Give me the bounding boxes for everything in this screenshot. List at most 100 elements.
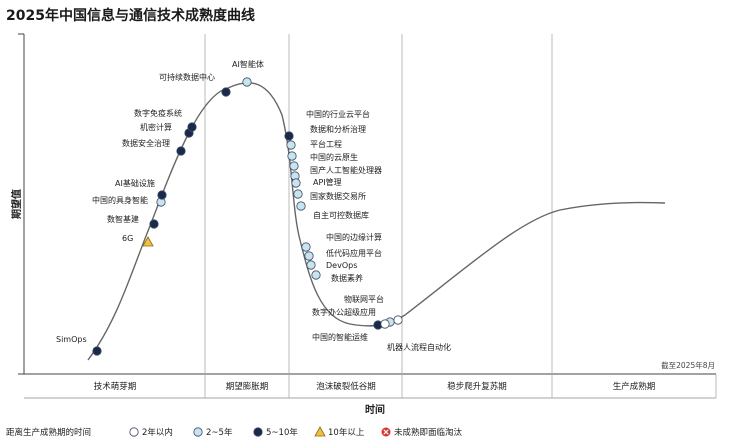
technology-label: 国家数据交易所: [310, 191, 366, 201]
technology-marker: [286, 140, 296, 150]
technology-point: 平台工程: [287, 139, 342, 161]
technology-label: 中国的云原生: [310, 152, 358, 162]
technology-label: 数智基建: [107, 214, 139, 224]
legend-marker: [129, 427, 139, 437]
technology-marker: [301, 242, 311, 252]
legend-marker: [314, 426, 326, 437]
technology-markers: SimOps 6G 数智基建 中国的具身智能 AI基础设施 数据安全治理 机密计算 数字免疫系…: [56, 59, 451, 356]
technology-point: 机器人流程自动化: [380, 319, 451, 352]
technology-label: 数据和分析治理: [310, 124, 366, 134]
phase-label: 生产成熟期: [613, 381, 656, 392]
technology-label: 物联网平台: [344, 294, 384, 304]
legend-title: 距离生产成熟期的时间: [6, 427, 91, 438]
hype-curve: [87, 82, 666, 361]
technology-point: DevOps: [306, 260, 357, 270]
technology-point: 数字免疫系统: [134, 108, 197, 132]
technology-label: 平台工程: [310, 139, 342, 149]
technology-point: 自主可控数据库: [296, 201, 369, 220]
legend-label: 5~10年: [266, 427, 298, 438]
technology-point: 低代码应用平台: [304, 248, 382, 261]
legend-item-obsolete: 未成熟即面临淘汰: [381, 427, 463, 438]
technology-marker: [293, 189, 303, 199]
technology-label: DevOps: [326, 261, 357, 270]
technology-marker: [306, 260, 316, 270]
technology-label: 中国的具身智能: [92, 195, 148, 205]
technology-label: 数据素养: [331, 273, 363, 283]
chart-title: 2025年中国信息与通信技术成熟度曲线: [6, 7, 255, 24]
technology-point: SimOps: [56, 335, 102, 356]
date-note: 截至2025年8月: [661, 360, 715, 370]
technology-label: 自主可控数据库: [313, 210, 369, 220]
phase-label: 技术萌芽期: [94, 381, 137, 392]
phase-label: 期望膨胀期: [226, 381, 269, 392]
phase-label: 稳步爬升复苏期: [447, 381, 507, 392]
marker-cross: [383, 429, 389, 435]
legend-item-2to5: 2~5年: [193, 427, 233, 438]
technology-point: 数智基建: [107, 214, 159, 229]
legend-item-lt2: 2年以内: [129, 427, 173, 438]
technology-label: 机器人流程自动化: [387, 342, 451, 352]
technology-label: AI智能体: [232, 59, 264, 69]
technology-label: 中国的行业云平台: [306, 109, 370, 119]
technology-point: 国产人工智能处理器: [290, 165, 382, 181]
technology-point: 中国的边缘计算: [301, 232, 382, 252]
legend-items: 2年以内 2~5年 5~10年 10年以上 未成熟即面临淘汰: [129, 426, 463, 438]
technology-point: API管理: [291, 177, 342, 188]
technology-point: 中国的行业云平台: [284, 109, 370, 141]
technology-marker: [291, 178, 301, 188]
technology-point: 机密计算: [140, 122, 194, 138]
technology-marker: [149, 219, 159, 229]
technology-point: 可持续数据中心: [159, 72, 231, 97]
technology-marker: [311, 270, 321, 280]
legend-marker: [253, 427, 263, 437]
technology-label: 中国的边缘计算: [326, 232, 382, 242]
plot-frame: [18, 33, 717, 399]
technology-marker: [142, 236, 154, 247]
legend-label: 2年以内: [142, 427, 173, 438]
technology-label: AI基础设施: [115, 178, 155, 188]
technology-point: 国家数据交易所: [293, 189, 366, 201]
technology-label: 中国的智能运维: [312, 332, 368, 342]
technology-point: 6G: [122, 234, 154, 247]
technology-label: 可持续数据中心: [159, 72, 215, 82]
technology-marker: [284, 131, 294, 141]
technology-label: 6G: [122, 234, 133, 243]
technology-label: API管理: [313, 177, 342, 187]
technology-point: 数据安全治理: [122, 138, 186, 156]
legend-marker: [193, 427, 203, 437]
legend: 距离生产成熟期的时间 2年以内 2~5年 5~10年 10年以上 未成熟即面临淘汰: [6, 426, 463, 438]
x-axis-label: 时间: [365, 403, 385, 416]
y-axis-label: 期望值: [10, 189, 23, 219]
legend-label: 未成熟即面临淘汰: [394, 427, 463, 438]
technology-marker: [187, 122, 197, 132]
technology-marker: [380, 319, 390, 329]
technology-marker: [221, 87, 231, 97]
technology-label: 机密计算: [140, 122, 172, 132]
technology-point: 数据素养: [311, 270, 363, 283]
legend-item-gt10: 10年以上: [314, 426, 365, 438]
technology-marker: [289, 161, 299, 171]
technology-point: AI智能体: [232, 59, 264, 87]
technology-marker: [287, 151, 297, 161]
legend-label: 2~5年: [206, 427, 233, 438]
technology-marker: [393, 315, 403, 325]
technology-point: 数据和分析治理: [286, 124, 366, 150]
phase-label: 泡沫破裂低谷期: [316, 381, 376, 392]
legend-marker: [381, 427, 391, 437]
technology-point: 中国的具身智能: [92, 195, 166, 207]
legend-label: 10年以上: [328, 427, 365, 438]
technology-label: 国产人工智能处理器: [310, 165, 382, 175]
technology-marker: [304, 251, 314, 261]
technology-marker: [296, 201, 306, 211]
technology-marker: [242, 77, 252, 87]
technology-label: SimOps: [56, 335, 87, 344]
technology-label: 数据安全治理: [122, 138, 170, 148]
technology-marker: [92, 346, 102, 356]
technology-label: 低代码应用平台: [326, 248, 382, 258]
technology-label: 数字办公超级应用: [312, 307, 376, 317]
technology-label: 数字免疫系统: [134, 108, 182, 118]
technology-marker: [176, 146, 186, 156]
technology-marker: [157, 190, 167, 200]
technology-point: 中国的云原生: [289, 152, 358, 171]
